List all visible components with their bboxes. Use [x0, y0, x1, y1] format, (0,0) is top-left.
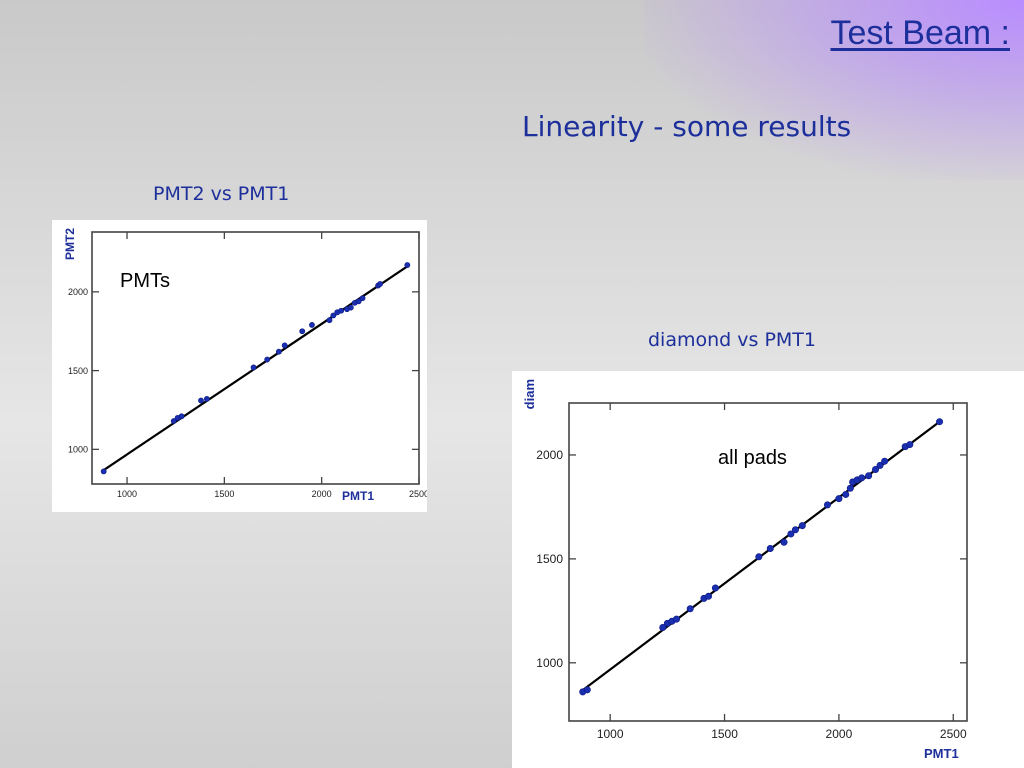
data-point: [583, 686, 591, 694]
data-point: [846, 484, 854, 492]
plot-frame: [91, 231, 420, 485]
data-point: [798, 522, 806, 530]
data-point: [355, 298, 362, 305]
data-point: [858, 474, 866, 482]
y-tick-label: 1500: [536, 552, 563, 566]
data-point: [299, 328, 306, 335]
data-point: [377, 281, 383, 287]
data-point: [659, 623, 667, 631]
data-point: [755, 553, 763, 561]
data-point: [876, 461, 884, 469]
x-tick-label: 1000: [117, 489, 137, 499]
chart-annotation: all pads: [718, 447, 787, 469]
data-point: [711, 584, 719, 592]
data-point: [872, 466, 880, 474]
data-point: [250, 364, 257, 371]
data-point: [686, 605, 694, 613]
data-point: [842, 490, 850, 498]
slide-title: Test Beam :: [830, 14, 1010, 52]
data-point: [791, 526, 799, 534]
y-tick-label: 1000: [68, 445, 88, 455]
data-point: [359, 295, 366, 302]
data-point: [178, 413, 185, 420]
data-point: [823, 501, 831, 509]
data-point: [787, 530, 795, 538]
data-point: [330, 312, 337, 319]
y-tick-label: 2000: [68, 287, 88, 297]
diamond-vs-pmt1-chart: 1000 1500 2000 2500 1000 1500 2000 all pads diam…: [512, 371, 1024, 768]
data-point: [170, 418, 177, 424]
data-point: [673, 615, 681, 623]
chart-annotation: PMTs: [120, 270, 170, 292]
data-point: [705, 592, 713, 600]
data-point: [780, 538, 788, 546]
x-tick-label: 2000: [312, 489, 332, 499]
y-tick-label: 2000: [536, 448, 563, 462]
x-tick-label: 2000: [826, 727, 853, 741]
slide-subtitle: Linearity - some results: [522, 110, 852, 143]
x-axis-label: PMT1: [924, 746, 959, 761]
y-axis-label: diam: [522, 379, 537, 409]
pmt2-vs-pmt1-chart: 1000 1500 2000 2500 1000 1500 2000 PMTs PMT2 PMT1: [52, 220, 427, 512]
pmt2-vs-pmt1-plot: 1000 1500 2000 2500 1000 1500 2000 PMTs PMT2 PMT1: [63, 228, 427, 503]
data-point: [338, 307, 345, 314]
left-chart-caption: PMT2 vs PMT1: [153, 183, 290, 205]
data-point: [203, 396, 210, 402]
plot-frame: [568, 402, 968, 722]
x-tick-label: 1500: [214, 489, 234, 499]
data-point: [100, 468, 107, 475]
x-tick-label: 2500: [940, 727, 967, 741]
data-point: [835, 495, 843, 503]
data-point: [309, 322, 315, 328]
data-point: [198, 397, 204, 404]
data-point: [404, 262, 411, 268]
data-point: [881, 457, 889, 465]
data-point: [936, 418, 944, 426]
data-point: [766, 544, 774, 552]
x-tick-label: 2500: [409, 489, 427, 499]
data-point: [906, 441, 914, 449]
data-point: [865, 472, 873, 480]
x-tick-label: 1000: [597, 727, 624, 741]
x-axis-label: PMT1: [342, 489, 374, 503]
data-point: [264, 356, 271, 363]
y-axis-label: PMT2: [63, 228, 77, 260]
data-point: [275, 348, 282, 355]
diamond-vs-pmt1-plot: 1000 1500 2000 2500 1000 1500 2000 all pads diam…: [522, 379, 968, 761]
right-chart-caption: diamond vs PMT1: [648, 329, 816, 351]
y-tick-label: 1500: [68, 366, 88, 376]
data-point: [347, 304, 354, 311]
y-tick-label: 1000: [536, 656, 563, 670]
x-tick-label: 1500: [711, 727, 738, 741]
data-point: [281, 342, 288, 349]
data-point: [326, 317, 333, 324]
